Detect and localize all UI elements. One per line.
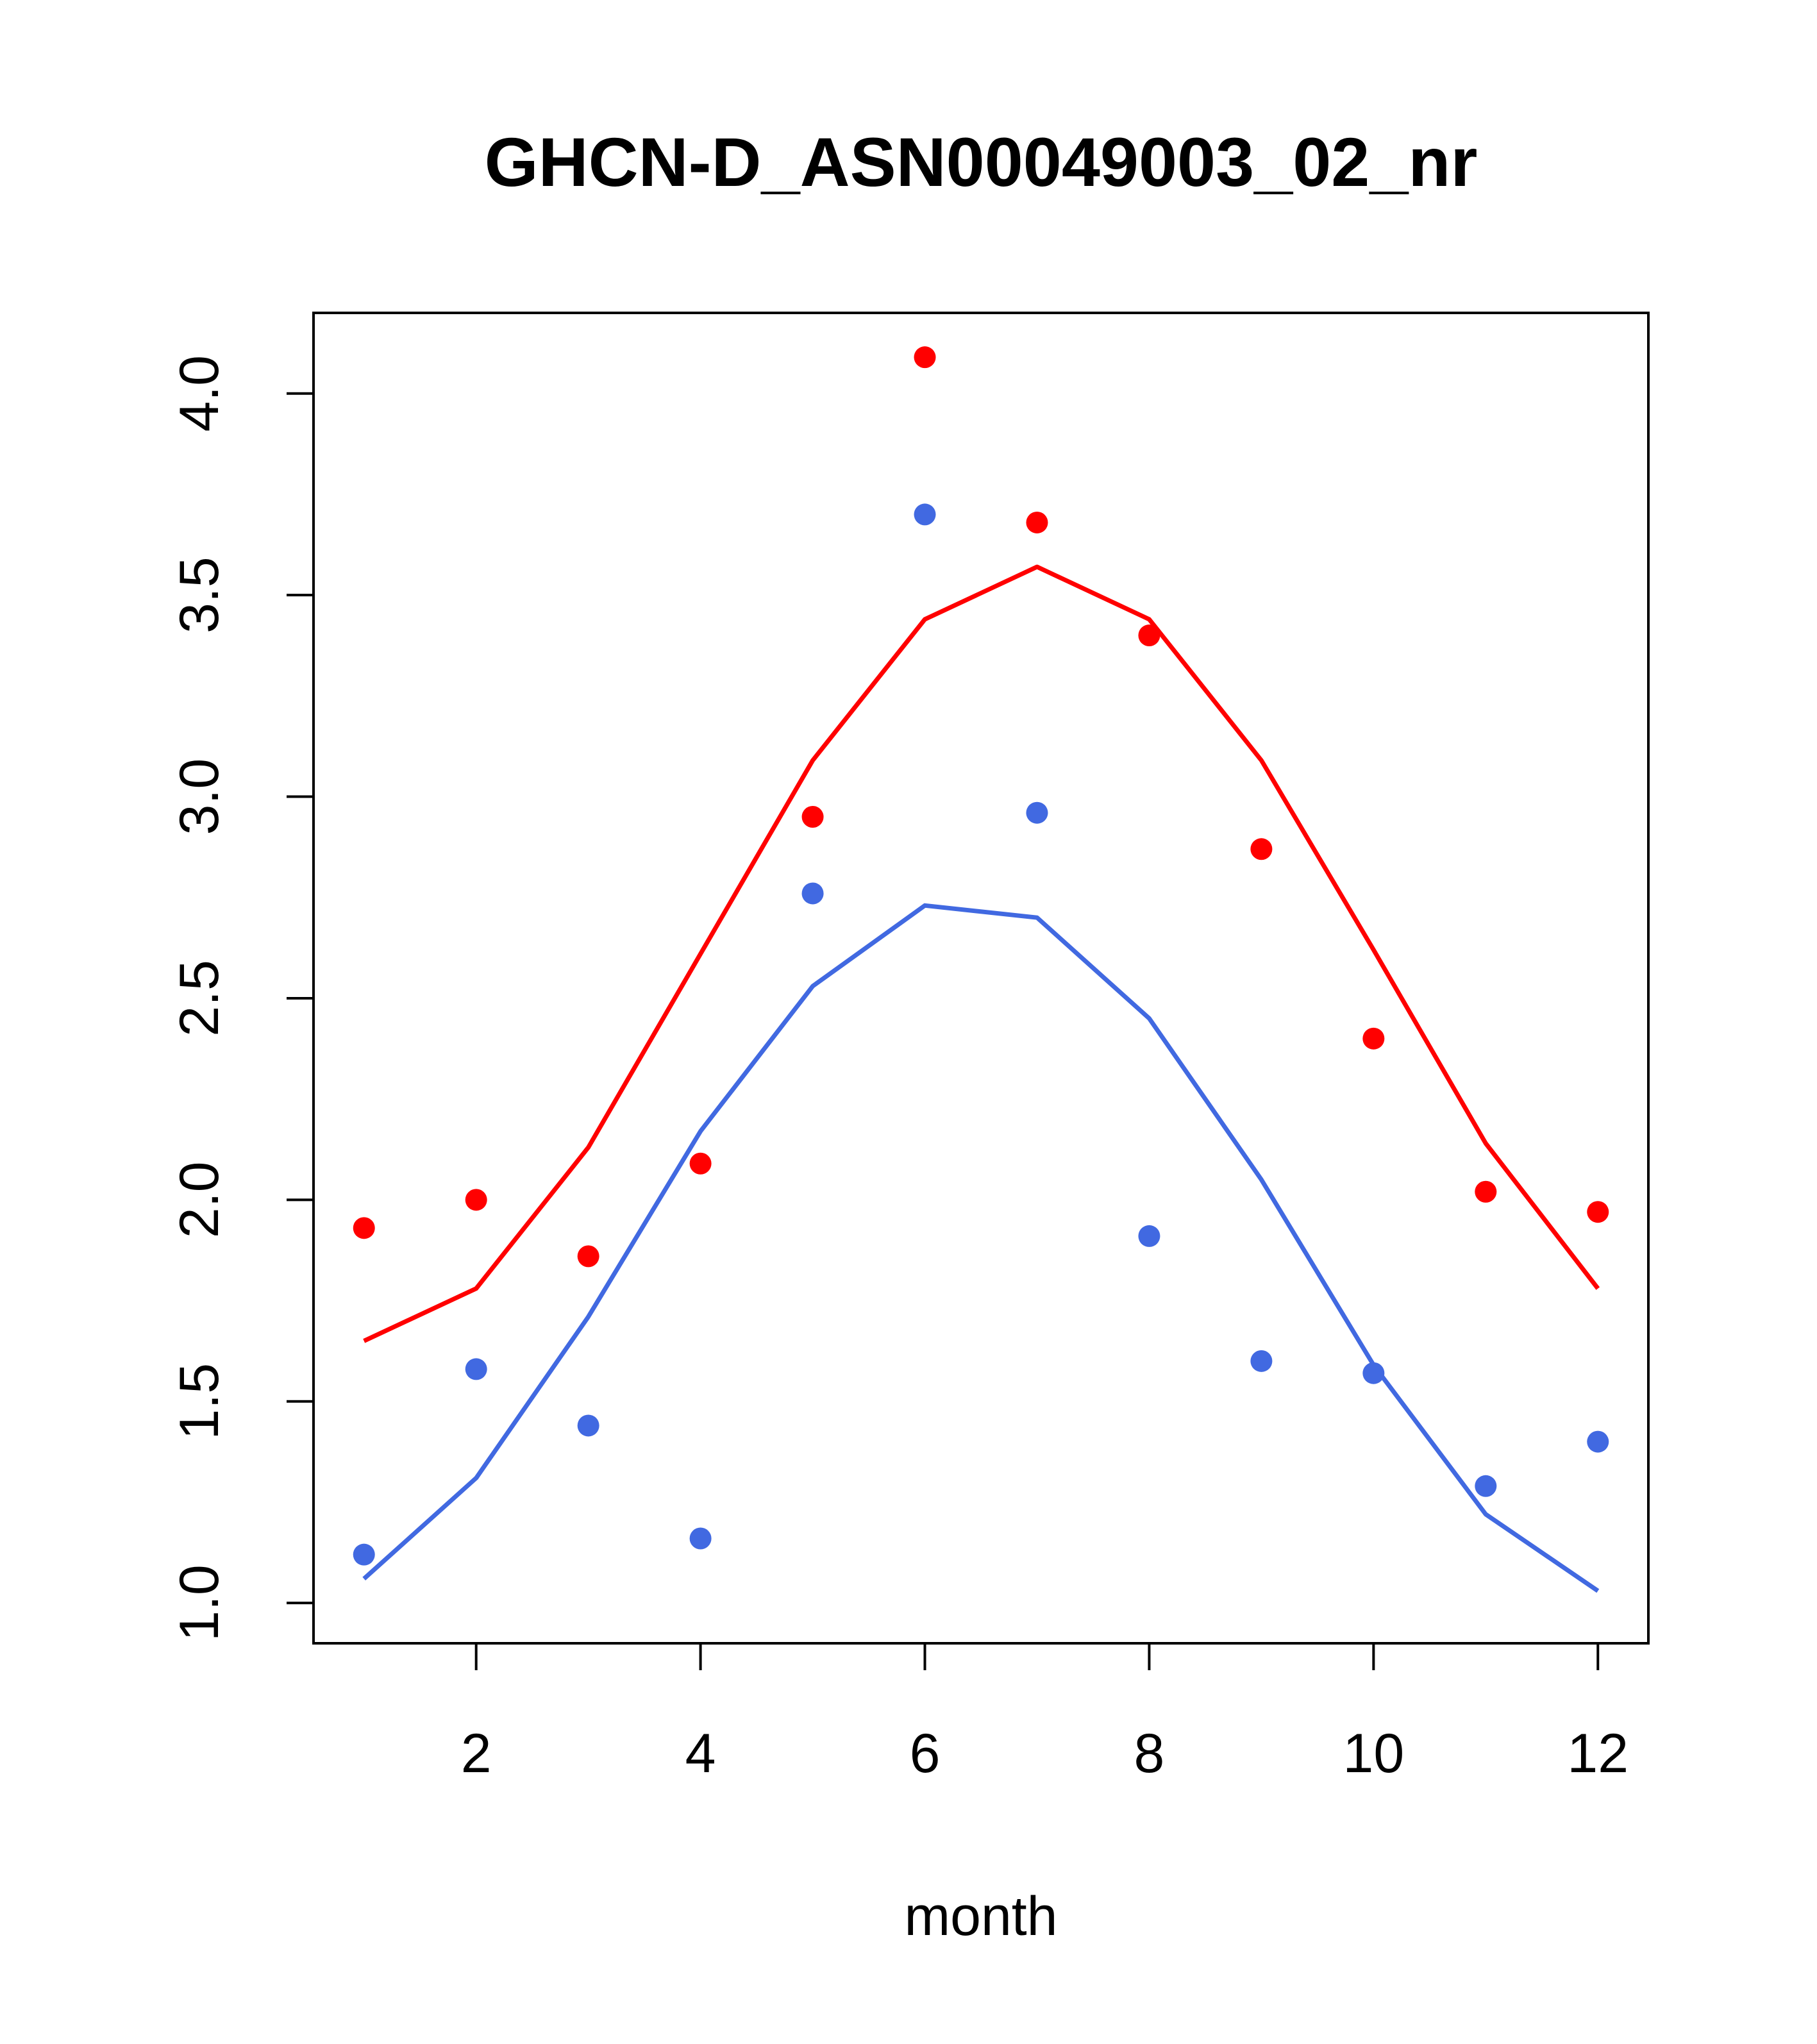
series-1-point [689,1152,712,1175]
y-tick-label: 3.5 [169,557,230,633]
series-2-point [1587,1430,1609,1453]
series-2-point [801,882,824,905]
series-1-point [465,1189,487,1211]
series-2-point [914,503,936,526]
x-axis: 2 4 6 8 10 12 [461,1643,1629,1784]
chart-title: GHCN-D_ASN00049003_02_nr [485,123,1478,201]
series-1-point [577,1245,599,1268]
series-2-point [1362,1362,1385,1384]
series-1-line [363,564,1600,1343]
series-1-point [353,1217,375,1239]
x-tick-label: 12 [1567,1723,1629,1784]
series-1-point [1250,838,1273,860]
series-2-point [1250,1350,1273,1372]
series-1-point [1026,511,1048,533]
y-tick-label: 2.0 [169,1162,230,1239]
series-2-point [577,1414,599,1437]
series-1-point [1362,1027,1385,1050]
y-tick-label: 1.0 [169,1564,230,1641]
series-1-point [801,805,824,828]
y-tick-label: 1.5 [169,1363,230,1440]
x-axis-label: month [904,1886,1057,1947]
plot-frame [312,312,1650,1645]
series-1-point [914,346,936,369]
y-tick-label: 4.0 [169,355,230,432]
series-1-point [1475,1180,1497,1203]
series-2-point [689,1527,712,1550]
series-2-point [353,1543,375,1566]
series-layer [353,346,1609,1593]
series-2-point [1475,1475,1497,1497]
series-1-point [1587,1201,1609,1223]
y-tick-label: 3.0 [169,758,230,835]
x-tick-label: 2 [461,1723,492,1784]
x-tick-label: 10 [1343,1723,1405,1784]
series-2-line [362,903,1600,1593]
series-2-point [1138,1225,1160,1247]
series-2-point [1026,801,1048,824]
x-tick-label: 4 [685,1723,716,1784]
series-1-point [1138,624,1160,647]
y-axis: 1.0 1.5 2.0 2.5 3.0 3.5 4.0 [169,355,314,1641]
series-2-point [465,1358,487,1380]
x-tick-label: 8 [1134,1723,1165,1784]
y-tick-label: 2.5 [169,960,230,1037]
x-tick-label: 6 [910,1723,941,1784]
